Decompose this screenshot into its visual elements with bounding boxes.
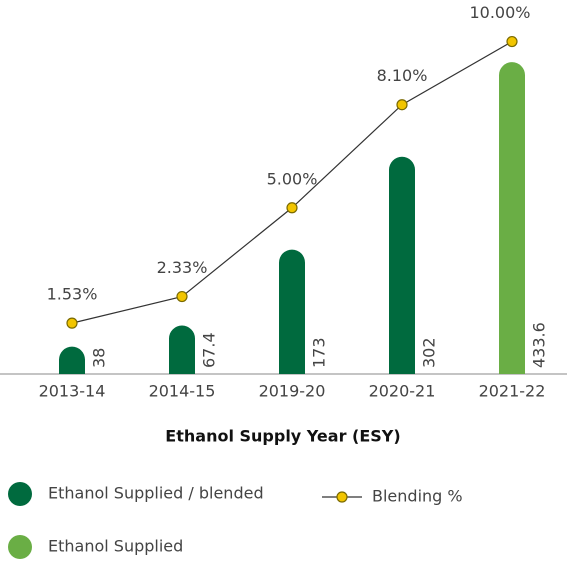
x-tick-label: 2014-15 [149,382,216,401]
bar-value-label: 67.4 [200,332,219,368]
line-marker [286,202,298,214]
x-tick-label: 2019-20 [259,382,326,401]
legend-label: Blending % [372,487,463,506]
line-marker [396,99,408,111]
bar [279,249,305,374]
legend-label: Ethanol Supplied / blended [48,484,264,503]
line-value-label: 10.00% [469,3,530,22]
line-marker [66,317,78,329]
bar-value-label: 433.6 [530,322,549,368]
bar [59,346,85,374]
bar [389,156,415,374]
line-value-label: 1.53% [47,285,98,304]
line-marker [506,35,518,48]
legend-marker [336,491,348,503]
x-tick-label: 2013-14 [39,382,106,401]
legend-swatch [8,535,32,559]
bar-value-label: 173 [310,337,329,368]
bar [169,325,195,374]
line-marker [176,290,188,303]
bar [499,62,525,375]
line-value-label: 5.00% [267,169,318,188]
x-tick-label: 2020-21 [369,382,436,401]
bar-value-label: 38 [90,348,109,368]
line-value-label: 8.10% [377,66,428,85]
bar-value-label: 302 [420,337,439,368]
x-axis-title: Ethanol Supply Year (ESY) [165,427,400,446]
x-tick-label: 2021-22 [479,382,546,401]
line-value-label: 2.33% [157,258,208,277]
legend-label: Ethanol Supplied [48,537,183,556]
legend-swatch [8,482,32,506]
